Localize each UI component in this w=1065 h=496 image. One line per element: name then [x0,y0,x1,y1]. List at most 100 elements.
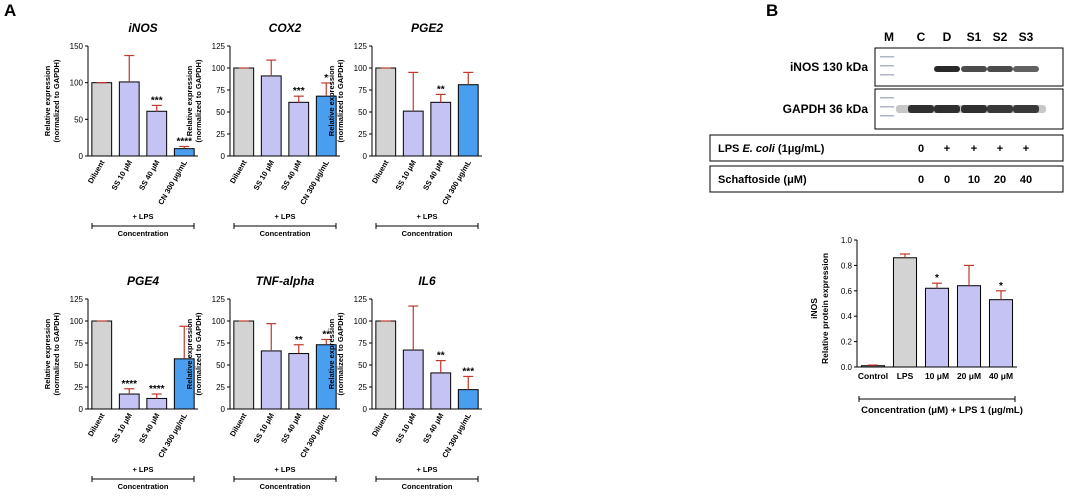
protein-band [987,66,1013,72]
marker-band [880,106,894,108]
y-axis-label-line1: Relative expression [43,65,52,136]
category-label: CN 300 μg/mL [440,158,473,206]
band-label: iNOS 130 kDa [790,60,868,74]
protein-band [908,105,934,113]
y-axis-label-line2: (normalized to GAPDH) [336,312,345,395]
bar-0 [860,365,886,368]
chart-6: 0.0 0.2 0.4 0.6 0.8 1.0 iNOSRelative protein e… [809,236,1023,416]
y-tick-label: 75 [216,86,225,95]
y-axis-label-line1: Relative expression [327,65,336,136]
y-tick-label: 0 [221,405,226,414]
chart-title: PGE2 [411,21,443,35]
y-tick-label: 50 [74,361,83,370]
band-label: GAPDH 36 kDa [783,102,869,116]
chart-title: COX2 [269,21,302,35]
y-tick-label: 0 [363,152,368,161]
category-label: SS 10 μM [110,159,134,192]
bar-3 [457,389,479,410]
category-label: Diluent [86,411,107,438]
y-tick-label: 25 [216,383,225,392]
significance-label: ** [437,84,445,95]
lane-label: C [917,30,926,44]
y-tick-label: 150 [70,42,84,51]
bar-1 [260,350,282,410]
chart-title: IL6 [418,274,436,288]
bar-0 [91,82,113,157]
y-tick-label: 0 [363,405,368,414]
y-tick-label: 100 [354,317,368,326]
bar-2 [430,372,452,410]
y-axis-label-line2: Relative protein expression [820,253,830,364]
y-tick-label: 25 [358,383,367,392]
bar-0 [91,320,113,410]
y-axis-label: Relative expression(normalized to GAPDH) [327,312,345,395]
panel-a-label: A [4,1,16,20]
significance-label: **** [121,379,137,390]
chart-title: PGE4 [127,274,159,288]
category-label: SS 40 μM [137,159,161,192]
chart-5: IL6 0 25 50 75 100 125 Relative expression(norm… [327,274,482,491]
bar-1 [402,110,424,157]
category-label: CN 300 μg/mL [298,411,331,459]
y-tick-label: 75 [358,339,367,348]
y-tick-label: 100 [212,64,226,73]
category-label: CN 300 μg/mL [298,158,331,206]
y-tick-label: 75 [358,86,367,95]
y-tick-label: 75 [216,339,225,348]
lps-group-label: + LPS [416,212,437,221]
y-axis-label: Relative expression(normalized to GAPDH) [185,59,203,142]
bar-2 [288,101,310,157]
blot-row-1: GAPDH 36 kDa [783,88,1064,130]
marker-band [880,56,894,58]
lps-group-label: + LPS [274,212,295,221]
concentration-label: Concentration [260,229,311,238]
protein-band-smear [896,105,1046,113]
bar-2 [430,101,452,157]
category-label: SS 40 μM [421,159,445,192]
protein-band [987,105,1013,113]
y-tick-label: 50 [74,115,83,124]
significance-label: **** [176,136,192,147]
y-tick-label: 100 [70,79,84,88]
category-label: SS 40 μM [421,412,445,445]
y-axis-label: iNOSRelative protein expression [809,253,830,364]
significance-label: **** [149,384,165,395]
marker-band [880,74,894,76]
y-tick-label: 50 [358,108,367,117]
y-tick-label: 125 [70,295,84,304]
category-label: CN 300 μg/mL [440,411,473,459]
protein-band [934,66,960,72]
significance-label: *** [462,366,474,377]
y-axis-label-line2: (normalized to GAPDH) [194,312,203,395]
y-tick-label: 125 [354,295,368,304]
category-label: SS 40 μM [279,159,303,192]
y-tick-label: 0.6 [841,287,853,296]
y-tick-label: 125 [212,295,226,304]
lane-label: D [943,30,952,44]
lane-label: S1 [967,30,982,44]
y-tick-label: 0 [79,152,84,161]
blot-row-0: iNOS 130 kDa [790,47,1064,87]
y-tick-label: 50 [216,108,225,117]
concentration-label: Concentration [402,482,453,491]
y-tick-label: 100 [212,317,226,326]
y-tick-label: 50 [358,361,367,370]
bar-2 [146,397,168,410]
category-label: Diluent [86,158,107,185]
condition-label-pre: Schaftoside (μM) [718,174,807,186]
significance-label: * [324,73,328,84]
marker-band [880,97,894,99]
significance-label: *** [293,86,305,97]
significance-label: ** [295,335,303,346]
y-tick-label: 50 [216,361,225,370]
marker-band [880,65,894,67]
condition-value: + [944,143,950,155]
lane-label: M [884,30,894,44]
category-label: SS 10 μM [252,159,276,192]
y-tick-label: 0 [221,152,226,161]
condition-value: 20 [994,174,1006,186]
condition-label-italic: E. coli [742,143,775,155]
y-tick-label: 0.4 [841,312,853,321]
chart-4: TNF-alpha 0 25 50 75 100 125 Relative expressio… [185,274,340,491]
